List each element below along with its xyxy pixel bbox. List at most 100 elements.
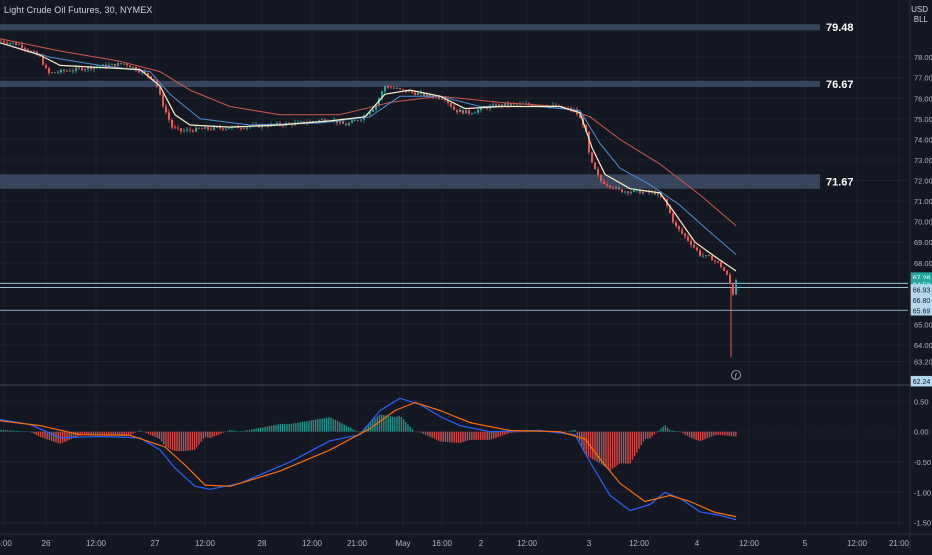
candle-body [459, 109, 461, 113]
ema-slow-line [0, 38, 737, 227]
macd-histogram-bar [226, 431, 229, 432]
candle-body [180, 128, 182, 132]
macd-histogram-bar [581, 431, 583, 447]
macd-histogram-bar [248, 429, 251, 432]
candle-body [21, 44, 23, 48]
macd-histogram-bar [176, 431, 178, 452]
macd-histogram-bar [567, 431, 570, 432]
macd-histogram-bar [642, 431, 645, 442]
macd-histogram-bar [193, 431, 196, 450]
macd-histogram-bar [292, 423, 295, 432]
macd-histogram-bar [649, 431, 651, 439]
candle-body [78, 67, 80, 69]
candle-body [357, 120, 359, 122]
candle-body [456, 109, 458, 113]
macd-histogram-bar [473, 431, 475, 440]
macd-histogram-bar [0, 429, 2, 432]
candle-body [693, 244, 695, 248]
candle-body [408, 91, 410, 93]
macd-histogram-bar [209, 431, 211, 439]
candle-body [204, 127, 206, 129]
macd-y-tick-label: -0.50 [914, 458, 931, 467]
macd-y-tick-label: 0.00 [914, 428, 929, 437]
macd-histogram-bar [15, 430, 18, 432]
macd-histogram-bar [339, 422, 341, 432]
macd-histogram-bar [724, 431, 726, 436]
macd-histogram-bar [154, 431, 156, 437]
macd-histogram-bar [482, 431, 484, 440]
macd-histogram-bar [618, 431, 620, 464]
macd-histogram-bar [389, 416, 392, 432]
candle-body [84, 69, 86, 71]
ema-fast-line [0, 42, 737, 272]
candle-body [195, 127, 197, 132]
candle-body [168, 112, 170, 120]
macd-histogram-bar [152, 431, 154, 436]
macd-histogram-bar [407, 424, 409, 432]
candle-body [441, 98, 443, 100]
macd-histogram-bar [490, 431, 493, 440]
macd-histogram-bar [301, 421, 304, 432]
macd-histogram-bar [438, 431, 440, 441]
candle-body [126, 63, 128, 66]
macd-histogram-bar [605, 431, 607, 468]
macd-histogram-bar [13, 430, 15, 432]
macd-histogram-bar [149, 431, 152, 436]
x-tick-label: 12:00 [302, 539, 323, 548]
macd-histogram-bar [394, 417, 396, 432]
macd-histogram-bar [598, 431, 601, 463]
candle-body [117, 63, 119, 67]
candle-body [246, 127, 248, 129]
macd-histogram-bar [31, 431, 33, 433]
candle-body [309, 121, 311, 123]
macd-histogram-bar [156, 431, 158, 438]
macd-histogram-bar [521, 431, 524, 433]
macd-histogram-bar [72, 431, 75, 439]
macd-histogram-bar [369, 421, 372, 432]
macd-histogram-bar [116, 431, 119, 435]
macd-histogram-bar [53, 431, 55, 442]
axis-price-tag-label: 66.93 [913, 287, 931, 294]
macd-histogram-bar [145, 431, 147, 434]
macd-histogram-bar [123, 431, 125, 435]
candle-body [423, 92, 425, 96]
candle-body [324, 119, 326, 122]
candle-body [351, 120, 353, 123]
x-tick-label: 2 [479, 539, 484, 548]
candle-body [729, 274, 731, 284]
macd-histogram-bar [398, 415, 400, 432]
macd-histogram-bar [105, 431, 108, 435]
macd-histogram-bar [669, 429, 671, 432]
candle-body [93, 67, 95, 70]
macd-histogram-bar [215, 431, 218, 436]
macd-histogram-bar [110, 431, 112, 435]
macd-histogram-bar [732, 431, 735, 437]
macd-histogram-bar [213, 431, 216, 437]
candle-body [354, 120, 356, 122]
macd-histogram-bar [312, 419, 315, 432]
candle-body [669, 205, 671, 214]
macd-histogram-bar [233, 430, 235, 432]
macd-histogram-bar [402, 419, 405, 432]
macd-histogram-bar [710, 431, 713, 437]
macd-histogram-bar [39, 431, 42, 438]
macd-histogram-bar [240, 431, 242, 433]
candle-body [702, 255, 704, 257]
candle-body [402, 89, 404, 91]
macd-histogram-bar [495, 431, 497, 438]
macd-histogram-bar [416, 431, 418, 433]
macd-histogram-bar [237, 431, 240, 432]
macd-histogram-bar [387, 415, 389, 432]
resistance-zone [0, 80, 820, 87]
macd-histogram-bar [178, 431, 180, 452]
macd-histogram-bar [671, 430, 673, 432]
macd-histogram-bar [35, 431, 37, 435]
candle-body [714, 260, 716, 262]
macd-histogram-bar [475, 431, 477, 440]
x-tick-label: 28 [258, 539, 267, 548]
macd-histogram-bar [196, 431, 198, 448]
macd-histogram-bar [68, 431, 70, 441]
macd-histogram-bar [136, 431, 139, 433]
candle-body [501, 104, 503, 107]
macd-histogram-bar [143, 431, 145, 433]
